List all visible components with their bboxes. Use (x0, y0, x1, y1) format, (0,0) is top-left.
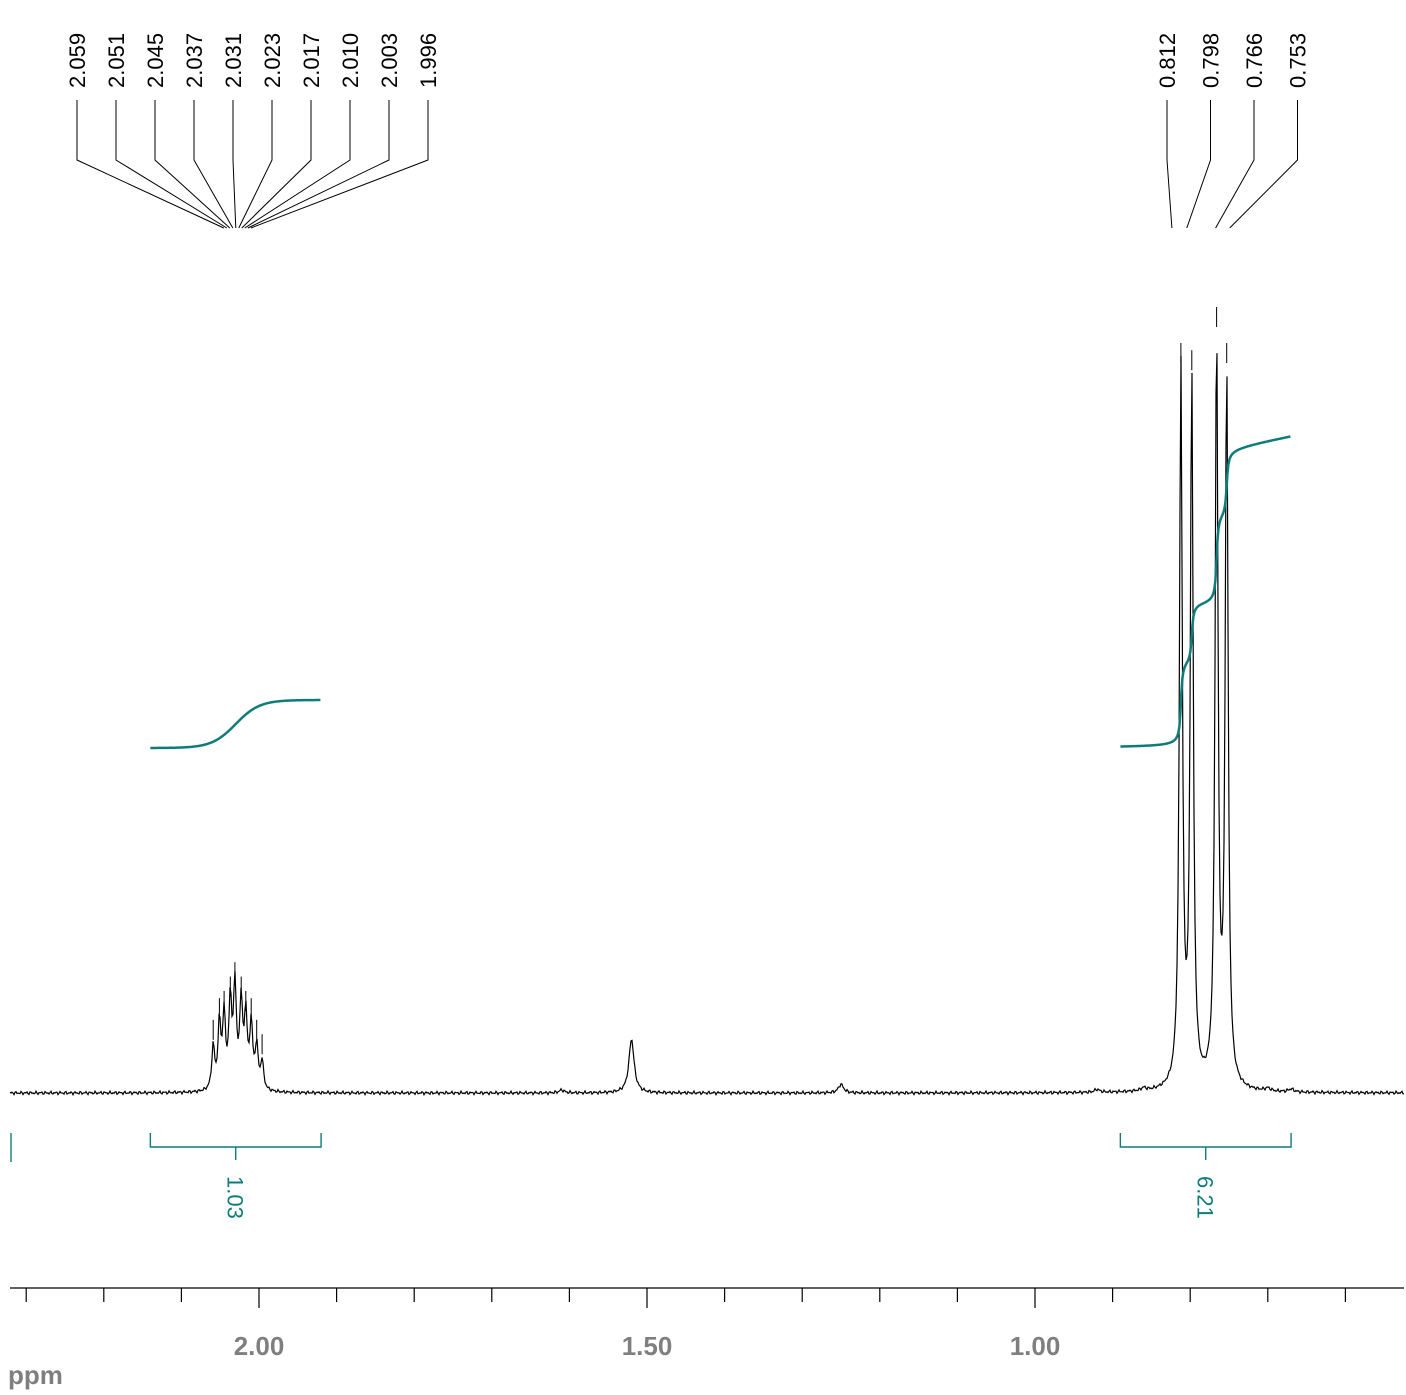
integral-bracket (149, 1133, 322, 1160)
peak-label: 2.010 (338, 33, 363, 88)
peak-label: 2.051 (104, 33, 129, 88)
integral-curve (150, 698, 321, 750)
integral-bracket (1119, 1133, 1292, 1160)
peak-label: 2.059 (65, 33, 90, 88)
x-tick-label: 1.50 (622, 1331, 673, 1361)
x-axis-unit-label: ppm (8, 1360, 63, 1390)
x-tick-label: 1.00 (1010, 1331, 1061, 1361)
integral-curve (1120, 435, 1291, 748)
peak-leader-line (244, 100, 351, 229)
spectrum-line (9, 353, 1405, 1097)
peak-leader-line (193, 100, 234, 229)
integral-value-label: 1.03 (223, 1176, 248, 1219)
peak-label: 0.812 (1155, 33, 1180, 88)
peak-leader-line (154, 100, 231, 229)
peak-label: 2.003 (377, 33, 402, 88)
integral-value-label: 6.21 (1193, 1176, 1218, 1219)
x-tick-label: 2.00 (234, 1331, 285, 1361)
peak-label: 0.753 (1286, 33, 1311, 88)
peak-pick-labels: 2.059 2.051 2.045 2.037 2.031 2.023 2.017 2.010… (65, 33, 1311, 88)
peak-leader-line (1229, 100, 1298, 229)
peak-label: 2.031 (221, 33, 246, 88)
peak-markers (212, 307, 1228, 1055)
peak-pick-lines (76, 100, 1298, 229)
peak-label: 2.045 (143, 33, 168, 88)
peak-leader-line (247, 100, 390, 229)
integral-curves (150, 435, 1291, 750)
peak-leader-line (250, 100, 429, 229)
peak-label: 0.766 (1242, 33, 1267, 88)
peak-label: 1.996 (416, 33, 441, 88)
peak-leader-line (1215, 100, 1255, 229)
peak-leader-line (1186, 100, 1211, 229)
peak-label: 2.023 (260, 33, 285, 88)
peak-leader-line (115, 100, 228, 229)
peak-leader-line (238, 100, 273, 229)
peak-leader-line (1166, 100, 1173, 229)
peak-leader-line (76, 100, 225, 229)
peak-leader-line (241, 100, 312, 229)
peak-label: 2.017 (299, 33, 324, 88)
peak-label: 2.037 (182, 33, 207, 88)
ppm-axis: 2.00 1.50 1.00 (10, 1287, 1404, 1361)
integral-brackets: 1.03 6.21 (10, 1133, 1292, 1219)
peak-label: 0.798 (1199, 33, 1224, 88)
peak-leader-line (232, 100, 237, 229)
